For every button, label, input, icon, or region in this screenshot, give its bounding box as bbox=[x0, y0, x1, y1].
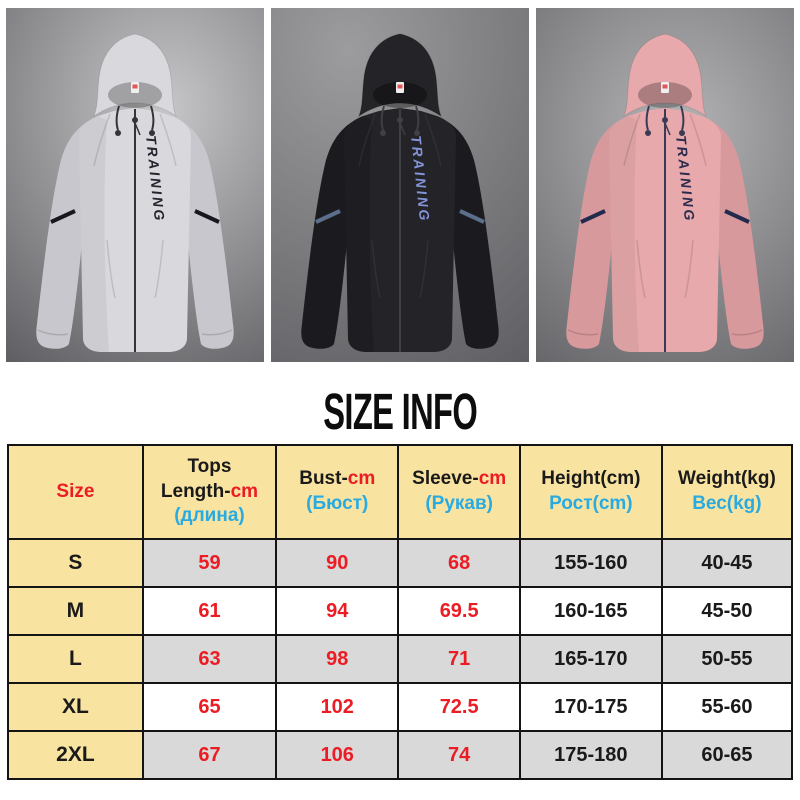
height-cell: 170-175 bbox=[518, 682, 663, 732]
size-table: Size Tops Length-cm (длина) Bust-cm (Бюс… bbox=[7, 444, 794, 780]
sleeve-cell: 74 bbox=[397, 730, 521, 780]
height-cell: 155-160 bbox=[518, 538, 663, 588]
tops-length-cell: 63 bbox=[141, 634, 278, 684]
sleeve-stripe bbox=[315, 209, 341, 224]
header-tops-cm: cm bbox=[230, 480, 259, 502]
header-bust-ru: (Бюст) bbox=[306, 493, 369, 514]
header-tops-l1: Tops bbox=[187, 455, 232, 477]
sleeve-cell: 69.5 bbox=[397, 586, 521, 636]
product-photo-gray-jacket: TRAINING bbox=[6, 8, 264, 362]
weight-cell: 60-65 bbox=[660, 730, 794, 780]
size-cell: 2XL bbox=[7, 730, 144, 780]
height-cell: 165-170 bbox=[518, 634, 663, 684]
header-sleeve-ru: (Рукав) bbox=[425, 493, 493, 514]
drawstring bbox=[380, 105, 385, 131]
size-cell: M bbox=[7, 586, 144, 636]
table-row-s: S 59 90 68 155-160 40-45 bbox=[7, 538, 794, 588]
sleeve-cell: 72.5 bbox=[397, 682, 521, 732]
height-cell: 175-180 bbox=[518, 730, 663, 780]
sleeve-stripe bbox=[580, 209, 606, 224]
header-bust-l1: Bust- bbox=[299, 468, 348, 490]
weight-cell: 55-60 bbox=[660, 682, 794, 732]
table-row-2xl: 2XL 67 106 74 175-180 60-65 bbox=[7, 730, 794, 780]
sleeve-cell: 71 bbox=[397, 634, 521, 684]
table-row-m: M 61 94 69.5 160-165 45-50 bbox=[7, 586, 794, 636]
header-weight-ru: Вес(kg) bbox=[692, 493, 762, 514]
bust-cell: 98 bbox=[275, 634, 400, 684]
header-height-l1: Height(cm) bbox=[541, 468, 641, 490]
header-size: Size bbox=[7, 444, 144, 540]
header-tops-ru: (длина) bbox=[174, 505, 245, 527]
size-cell: L bbox=[7, 634, 144, 684]
page-title: SIZE INFO bbox=[323, 383, 477, 440]
bust-cell: 106 bbox=[275, 730, 400, 780]
height-cell: 160-165 bbox=[518, 586, 663, 636]
table-row-l: L 63 98 71 165-170 50-55 bbox=[7, 634, 794, 684]
jacket-graphic: TRAINING bbox=[301, 33, 499, 352]
header-sleeve-l1: Sleeve- bbox=[412, 468, 479, 490]
sleeve-stripe bbox=[50, 209, 76, 224]
hood-opening bbox=[638, 82, 692, 108]
header-weight: Weight(kg) Вес(kg) bbox=[660, 444, 794, 540]
header-tops-l2: Length- bbox=[160, 480, 231, 502]
jacket-graphic: TRAINING bbox=[566, 33, 764, 352]
weight-cell: 45-50 bbox=[660, 586, 794, 636]
bust-cell: 94 bbox=[275, 586, 400, 636]
weight-cell: 40-45 bbox=[660, 538, 794, 588]
header-sleeve: Sleeve-cm (Рукав) bbox=[397, 444, 521, 540]
header-height-ru: Рост(cm) bbox=[549, 493, 633, 514]
header-bust: Bust-cm (Бюст) bbox=[275, 444, 400, 540]
tops-length-cell: 65 bbox=[141, 682, 278, 732]
size-cell: S bbox=[7, 538, 144, 588]
drawstring bbox=[115, 105, 120, 131]
table-row-xl: XL 65 102 72.5 170-175 55-60 bbox=[7, 682, 794, 732]
product-photo-strip: TRAINING TRAINING bbox=[0, 0, 800, 362]
header-size-label: Size bbox=[56, 480, 95, 502]
weight-cell: 50-55 bbox=[660, 634, 794, 684]
table-header-row: Size Tops Length-cm (длина) Bust-cm (Бюс… bbox=[7, 444, 794, 540]
size-info-heading-wrap: SIZE INFO bbox=[0, 383, 800, 440]
header-bust-cm: cm bbox=[347, 468, 376, 490]
header-tops-length: Tops Length-cm (длина) bbox=[141, 444, 278, 540]
drawstring bbox=[645, 105, 650, 131]
bust-cell: 102 bbox=[275, 682, 400, 732]
hood-opening bbox=[373, 82, 427, 108]
tops-length-cell: 67 bbox=[141, 730, 278, 780]
hood-opening bbox=[108, 82, 162, 108]
header-weight-l1: Weight(kg) bbox=[678, 468, 776, 490]
product-photo-black-jacket: TRAINING bbox=[271, 8, 529, 362]
size-cell: XL bbox=[7, 682, 144, 732]
header-sleeve-cm: cm bbox=[478, 468, 507, 490]
tops-length-cell: 59 bbox=[141, 538, 278, 588]
tops-length-cell: 61 bbox=[141, 586, 278, 636]
jacket-graphic: TRAINING bbox=[36, 33, 234, 352]
bust-cell: 90 bbox=[275, 538, 400, 588]
product-photo-pink-jacket: TRAINING bbox=[536, 8, 794, 362]
header-height: Height(cm) Рост(cm) bbox=[518, 444, 663, 540]
sleeve-cell: 68 bbox=[397, 538, 521, 588]
